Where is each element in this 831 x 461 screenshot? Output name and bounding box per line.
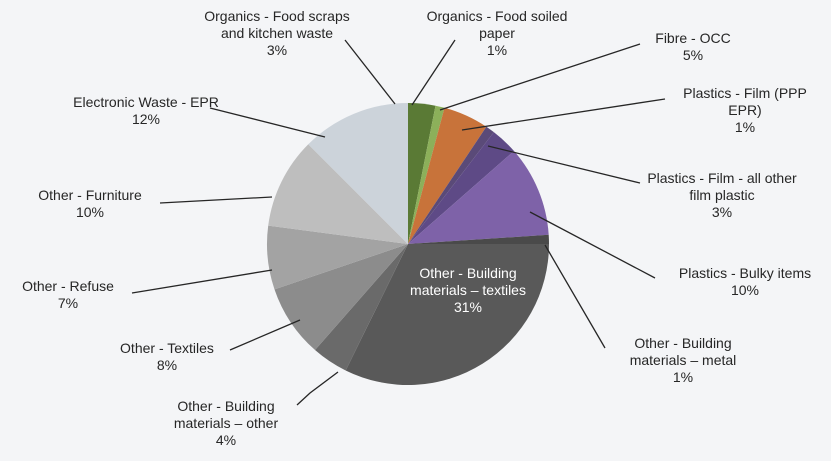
leader-line bbox=[131, 269, 273, 294]
slice-label: Other - Building materials – textiles 31% bbox=[398, 265, 538, 316]
category-label: Electronic Waste - EPR bbox=[73, 94, 219, 110]
leader-line bbox=[159, 196, 273, 204]
value-label: 3% bbox=[711, 204, 733, 220]
leader-line bbox=[544, 244, 606, 349]
category-label: Other - Furniture bbox=[38, 187, 142, 203]
category-label: Other - Building materials – other bbox=[173, 398, 279, 431]
slice-label: Other - Building materials – other 4% bbox=[151, 398, 301, 449]
slice-label: Other - Refuse 7% bbox=[3, 278, 133, 312]
leader-line bbox=[461, 98, 666, 131]
value-label: 7% bbox=[57, 295, 79, 311]
category-label: Other - Building materials – metal bbox=[629, 335, 737, 368]
pie-slice bbox=[408, 103, 436, 244]
pie-slice bbox=[345, 244, 549, 385]
value-label: 8% bbox=[156, 357, 178, 373]
slice-label: Electronic Waste - EPR 12% bbox=[66, 94, 226, 128]
category-label: Other - Building materials – textiles bbox=[410, 265, 526, 298]
category-label: Plastics - Film (PPP EPR) bbox=[683, 85, 807, 118]
slice-label: Other - Textiles 8% bbox=[92, 340, 242, 374]
slice-label: Organics - Food soiled paper 1% bbox=[422, 8, 572, 59]
pie-slice bbox=[408, 132, 515, 244]
category-label: Organics - Food soiled paper bbox=[426, 8, 568, 41]
pie-slice bbox=[274, 244, 408, 351]
value-label: 12% bbox=[131, 111, 161, 127]
category-label: Other - Textiles bbox=[120, 340, 214, 356]
slice-label: Other - Building materials – metal 1% bbox=[608, 335, 758, 386]
value-label: 1% bbox=[734, 119, 756, 135]
pie-slice bbox=[408, 105, 445, 244]
value-label: 1% bbox=[672, 369, 694, 385]
pie-slice bbox=[408, 234, 549, 244]
value-label: 10% bbox=[730, 282, 760, 298]
leader-line bbox=[296, 371, 339, 406]
category-label: Other - Refuse bbox=[22, 278, 114, 294]
leader-line bbox=[209, 107, 326, 138]
value-label: 31% bbox=[453, 299, 483, 315]
slice-label: Other - Furniture 10% bbox=[15, 187, 165, 221]
category-label: Fibre - OCC bbox=[655, 30, 731, 46]
pie-slice bbox=[308, 103, 408, 244]
slice-label: Plastics - Bulky items 10% bbox=[660, 265, 830, 299]
value-label: 1% bbox=[486, 42, 508, 58]
leader-line bbox=[439, 43, 641, 111]
value-label: 4% bbox=[215, 432, 237, 448]
value-label: 5% bbox=[682, 47, 704, 63]
category-label: Plastics - Film - all other film plastic bbox=[647, 170, 797, 203]
pie-slice bbox=[408, 126, 494, 244]
leader-line bbox=[229, 319, 301, 351]
slice-label: Organics - Food scraps and kitchen waste… bbox=[202, 8, 352, 59]
leader-line bbox=[344, 39, 396, 105]
category-label: Organics - Food scraps and kitchen waste bbox=[204, 8, 350, 41]
slice-label: Fibre - OCC 5% bbox=[638, 30, 748, 64]
pie-slice bbox=[268, 144, 408, 244]
leader-line bbox=[487, 145, 641, 184]
value-label: 10% bbox=[75, 204, 105, 220]
category-label: Plastics - Bulky items bbox=[678, 265, 812, 281]
value-label: 3% bbox=[266, 42, 288, 58]
slice-label: Plastics - Film - all other film plastic… bbox=[637, 170, 807, 221]
leader-line bbox=[411, 39, 456, 106]
pie-slice bbox=[408, 107, 487, 244]
pie-slice bbox=[315, 244, 408, 371]
leader-line bbox=[529, 211, 656, 279]
slice-label: Plastics - Film (PPP EPR) 1% bbox=[665, 85, 825, 136]
pie-slice bbox=[408, 151, 549, 244]
pie-slice bbox=[266, 225, 408, 290]
